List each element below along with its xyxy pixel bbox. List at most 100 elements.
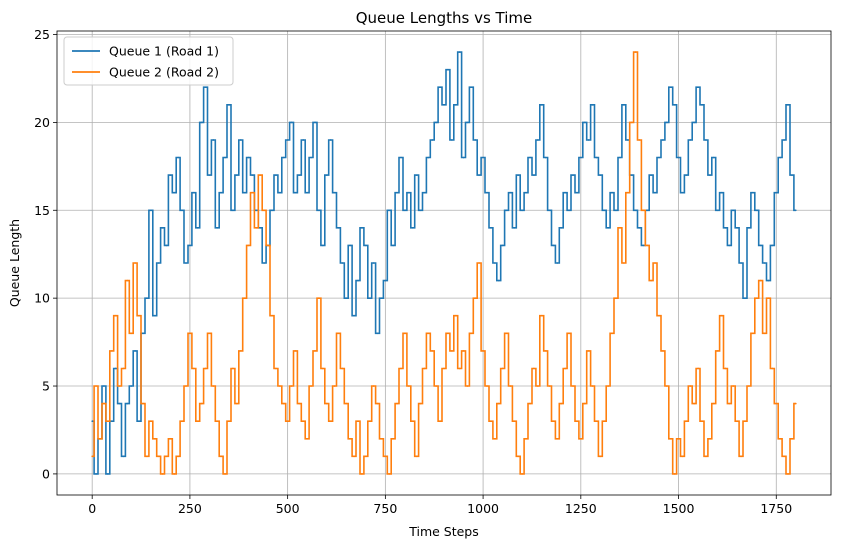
data-point [478, 174, 480, 176]
data-point [681, 455, 684, 458]
data-point [752, 332, 754, 335]
data-point [368, 420, 371, 422]
data-point [247, 156, 250, 159]
data-point [650, 279, 652, 282]
data-point [200, 402, 203, 405]
data-point [130, 332, 133, 335]
data-point [580, 437, 582, 440]
data-point [677, 437, 680, 440]
data-point [282, 156, 285, 159]
data-point [548, 385, 551, 387]
data-point [552, 420, 555, 422]
data-point [161, 227, 164, 229]
data-point [599, 455, 602, 458]
data-point [720, 191, 723, 194]
data-point [537, 139, 539, 141]
data-point [466, 385, 469, 387]
data-point [150, 209, 152, 212]
data-point [361, 227, 363, 229]
data-point [583, 402, 586, 405]
data-point [712, 402, 715, 405]
data-point [775, 402, 778, 405]
data-point [587, 350, 590, 352]
data-point [157, 455, 160, 458]
data-point [607, 385, 609, 387]
data-point [779, 156, 781, 159]
data-point [357, 420, 359, 422]
data-point [325, 174, 328, 176]
data-point [454, 104, 457, 106]
data-point [576, 191, 578, 194]
data-point [341, 262, 344, 264]
data-point [126, 279, 129, 282]
data-point [591, 385, 594, 387]
data-point [208, 332, 211, 335]
data-point [138, 314, 140, 317]
data-point [650, 174, 652, 176]
data-point [482, 156, 484, 159]
data-point [552, 244, 555, 247]
data-point [740, 455, 742, 458]
y-tick-label: 25 [34, 27, 50, 42]
y-ticks: 0 5 10 15 20 25 [34, 27, 57, 481]
data-point [572, 174, 574, 176]
data-point [666, 385, 668, 387]
data-point [196, 420, 199, 422]
data-point [408, 385, 410, 387]
data-point [286, 420, 289, 422]
data-point [458, 51, 461, 53]
data-point [271, 209, 273, 212]
data-point [623, 262, 625, 264]
data-point [200, 121, 203, 124]
data-point [161, 473, 164, 475]
data-point [701, 104, 703, 106]
data-point [705, 455, 707, 458]
x-tick-label: 1500 [663, 501, 695, 516]
data-point [759, 279, 762, 282]
data-point [114, 367, 117, 370]
data-point [423, 191, 426, 194]
data-point [388, 473, 391, 475]
data-point [427, 332, 430, 335]
y-axis-label: Queue Length [7, 219, 22, 307]
data-point [310, 385, 312, 387]
data-point [431, 350, 434, 352]
data-point [275, 174, 277, 176]
data-point [294, 350, 297, 352]
data-point [763, 262, 766, 264]
data-point [791, 174, 793, 176]
data-point [220, 455, 222, 458]
data-point [540, 104, 543, 106]
data-point [654, 191, 656, 194]
data-point [529, 156, 531, 159]
data-point [177, 156, 179, 159]
data-point [517, 174, 520, 176]
data-point [322, 367, 324, 370]
data-point [462, 156, 465, 159]
data-point [181, 209, 183, 212]
data-point [353, 314, 355, 317]
data-point [501, 244, 504, 247]
data-point [396, 191, 398, 194]
data-point [474, 139, 477, 141]
data-point [314, 350, 316, 352]
data-point [576, 420, 578, 422]
data-point [95, 473, 97, 475]
data-point [251, 191, 254, 194]
data-point [384, 279, 387, 282]
data-point [517, 455, 520, 458]
data-point [142, 332, 144, 335]
data-point [290, 121, 293, 124]
data-point [505, 332, 508, 335]
x-tick-label: 0 [88, 501, 96, 516]
data-point [110, 420, 113, 422]
data-point [314, 121, 316, 124]
data-point [783, 455, 785, 458]
data-point [318, 209, 320, 212]
data-point [345, 402, 348, 405]
data-point [759, 244, 762, 247]
data-point [525, 191, 527, 194]
data-point [705, 139, 707, 141]
data-point [243, 297, 246, 299]
